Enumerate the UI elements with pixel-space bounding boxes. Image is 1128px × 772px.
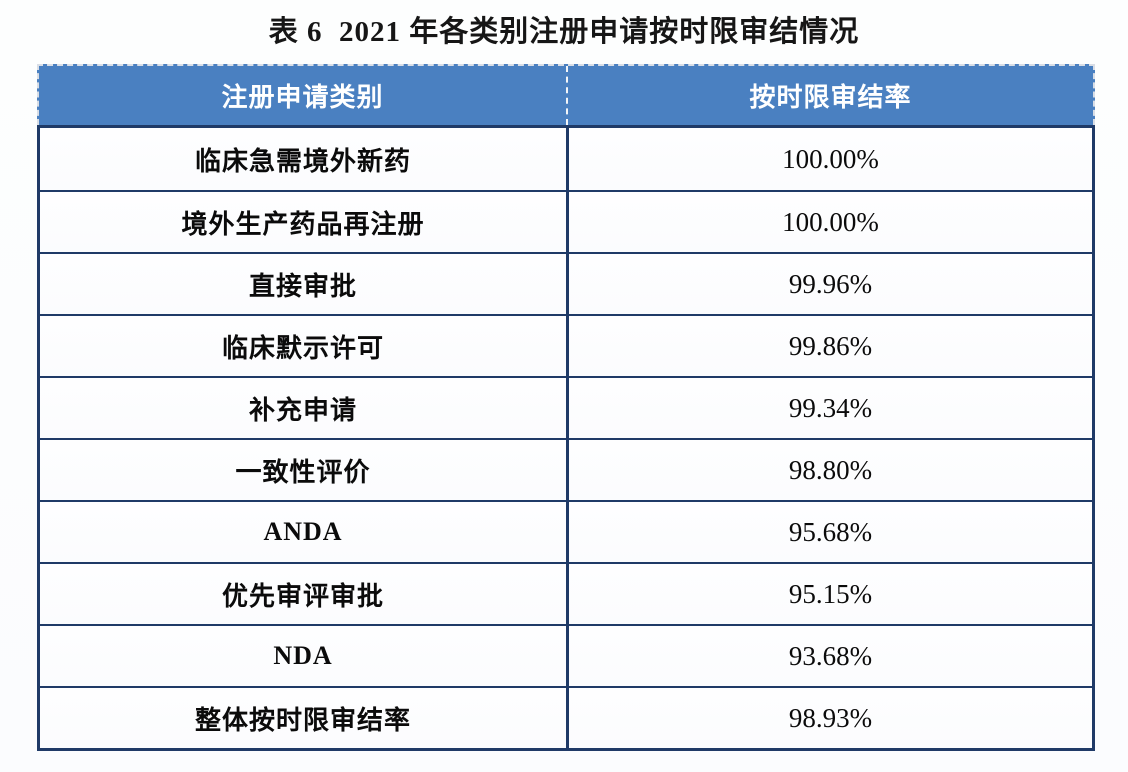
rate-cell: 98.80% (566, 440, 1092, 500)
category-cell: 临床默示许可 (40, 316, 566, 376)
header-cell-rate: 按时限审结率 (566, 66, 1093, 125)
category-cell: 优先审评审批 (40, 564, 566, 624)
category-cell: ANDA (40, 502, 566, 562)
table-row: 补充申请 99.34% (40, 376, 1092, 438)
table-row: 临床默示许可 99.86% (40, 314, 1092, 376)
category-cell: NDA (40, 626, 566, 686)
table-row: 整体按时限审结率 98.93% (40, 686, 1092, 748)
rate-cell: 99.96% (566, 254, 1092, 314)
table-row: 直接审批 99.96% (40, 252, 1092, 314)
table-row: 临床急需境外新药 100.00% (40, 128, 1092, 190)
category-cell: 一致性评价 (40, 440, 566, 500)
table-row: 一致性评价 98.80% (40, 438, 1092, 500)
rate-cell: 93.68% (566, 626, 1092, 686)
table-row: 境外生产药品再注册 100.00% (40, 190, 1092, 252)
table-header-row: 注册申请类别 按时限审结率 (37, 64, 1095, 125)
rate-cell: 100.00% (566, 192, 1092, 252)
data-table: 注册申请类别 按时限审结率 临床急需境外新药 100.00% 境外生产药品再注册… (37, 64, 1095, 751)
category-cell: 补充申请 (40, 378, 566, 438)
table-row: 优先审评审批 95.15% (40, 562, 1092, 624)
header-cell-category: 注册申请类别 (221, 83, 384, 112)
category-cell: 直接审批 (40, 254, 566, 314)
category-cell: 临床急需境外新药 (40, 128, 566, 190)
rate-cell: 100.00% (566, 128, 1092, 190)
rate-cell: 95.68% (566, 502, 1092, 562)
table-body: 临床急需境外新药 100.00% 境外生产药品再注册 100.00% 直接审批 … (37, 125, 1095, 751)
category-cell: 整体按时限审结率 (40, 688, 566, 748)
table-row: NDA 93.68% (40, 624, 1092, 686)
category-cell: 境外生产药品再注册 (40, 192, 566, 252)
rate-cell: 95.15% (566, 564, 1092, 624)
rate-cell: 98.93% (566, 688, 1092, 748)
rate-cell: 99.34% (566, 378, 1092, 438)
table-caption: 表 6 2021 年各类别注册申请按时限审结情况 (268, 16, 860, 48)
rate-cell: 99.86% (566, 316, 1092, 376)
table-row: ANDA 95.68% (40, 500, 1092, 562)
